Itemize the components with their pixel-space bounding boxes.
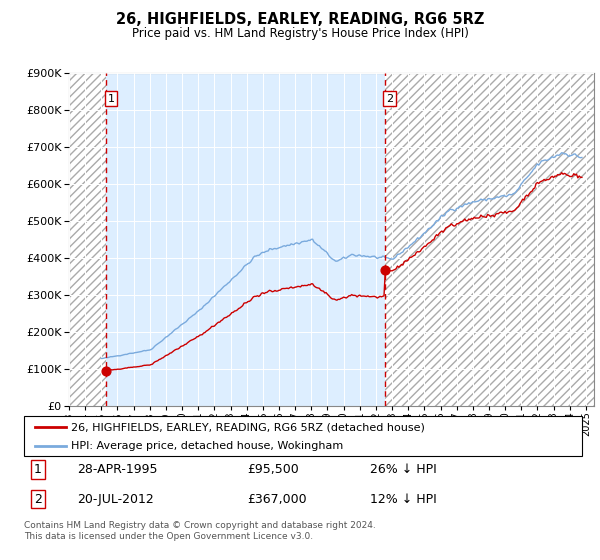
Bar <box>69 73 106 406</box>
Text: £95,500: £95,500 <box>247 463 299 476</box>
Text: 28-APR-1995: 28-APR-1995 <box>77 463 158 476</box>
Text: 2: 2 <box>386 94 393 104</box>
Text: 26% ↓ HPI: 26% ↓ HPI <box>370 463 437 476</box>
Point <box>101 366 111 375</box>
Text: £367,000: £367,000 <box>247 493 307 506</box>
Point <box>380 265 389 274</box>
Text: 26, HIGHFIELDS, EARLEY, READING, RG6 5RZ: 26, HIGHFIELDS, EARLEY, READING, RG6 5RZ <box>116 12 484 27</box>
Text: 12% ↓ HPI: 12% ↓ HPI <box>370 493 437 506</box>
Text: Price paid vs. HM Land Registry's House Price Index (HPI): Price paid vs. HM Land Registry's House … <box>131 27 469 40</box>
Text: HPI: Average price, detached house, Wokingham: HPI: Average price, detached house, Woki… <box>71 441 344 451</box>
Text: Contains HM Land Registry data © Crown copyright and database right 2024.: Contains HM Land Registry data © Crown c… <box>24 521 376 530</box>
Text: 26, HIGHFIELDS, EARLEY, READING, RG6 5RZ (detached house): 26, HIGHFIELDS, EARLEY, READING, RG6 5RZ… <box>71 422 425 432</box>
Text: 2: 2 <box>34 493 42 506</box>
Text: 1: 1 <box>107 94 115 104</box>
Text: This data is licensed under the Open Government Licence v3.0.: This data is licensed under the Open Gov… <box>24 532 313 541</box>
Text: 20-JUL-2012: 20-JUL-2012 <box>77 493 154 506</box>
Bar <box>385 73 594 406</box>
Bar <box>106 73 385 406</box>
Text: 1: 1 <box>34 463 42 476</box>
